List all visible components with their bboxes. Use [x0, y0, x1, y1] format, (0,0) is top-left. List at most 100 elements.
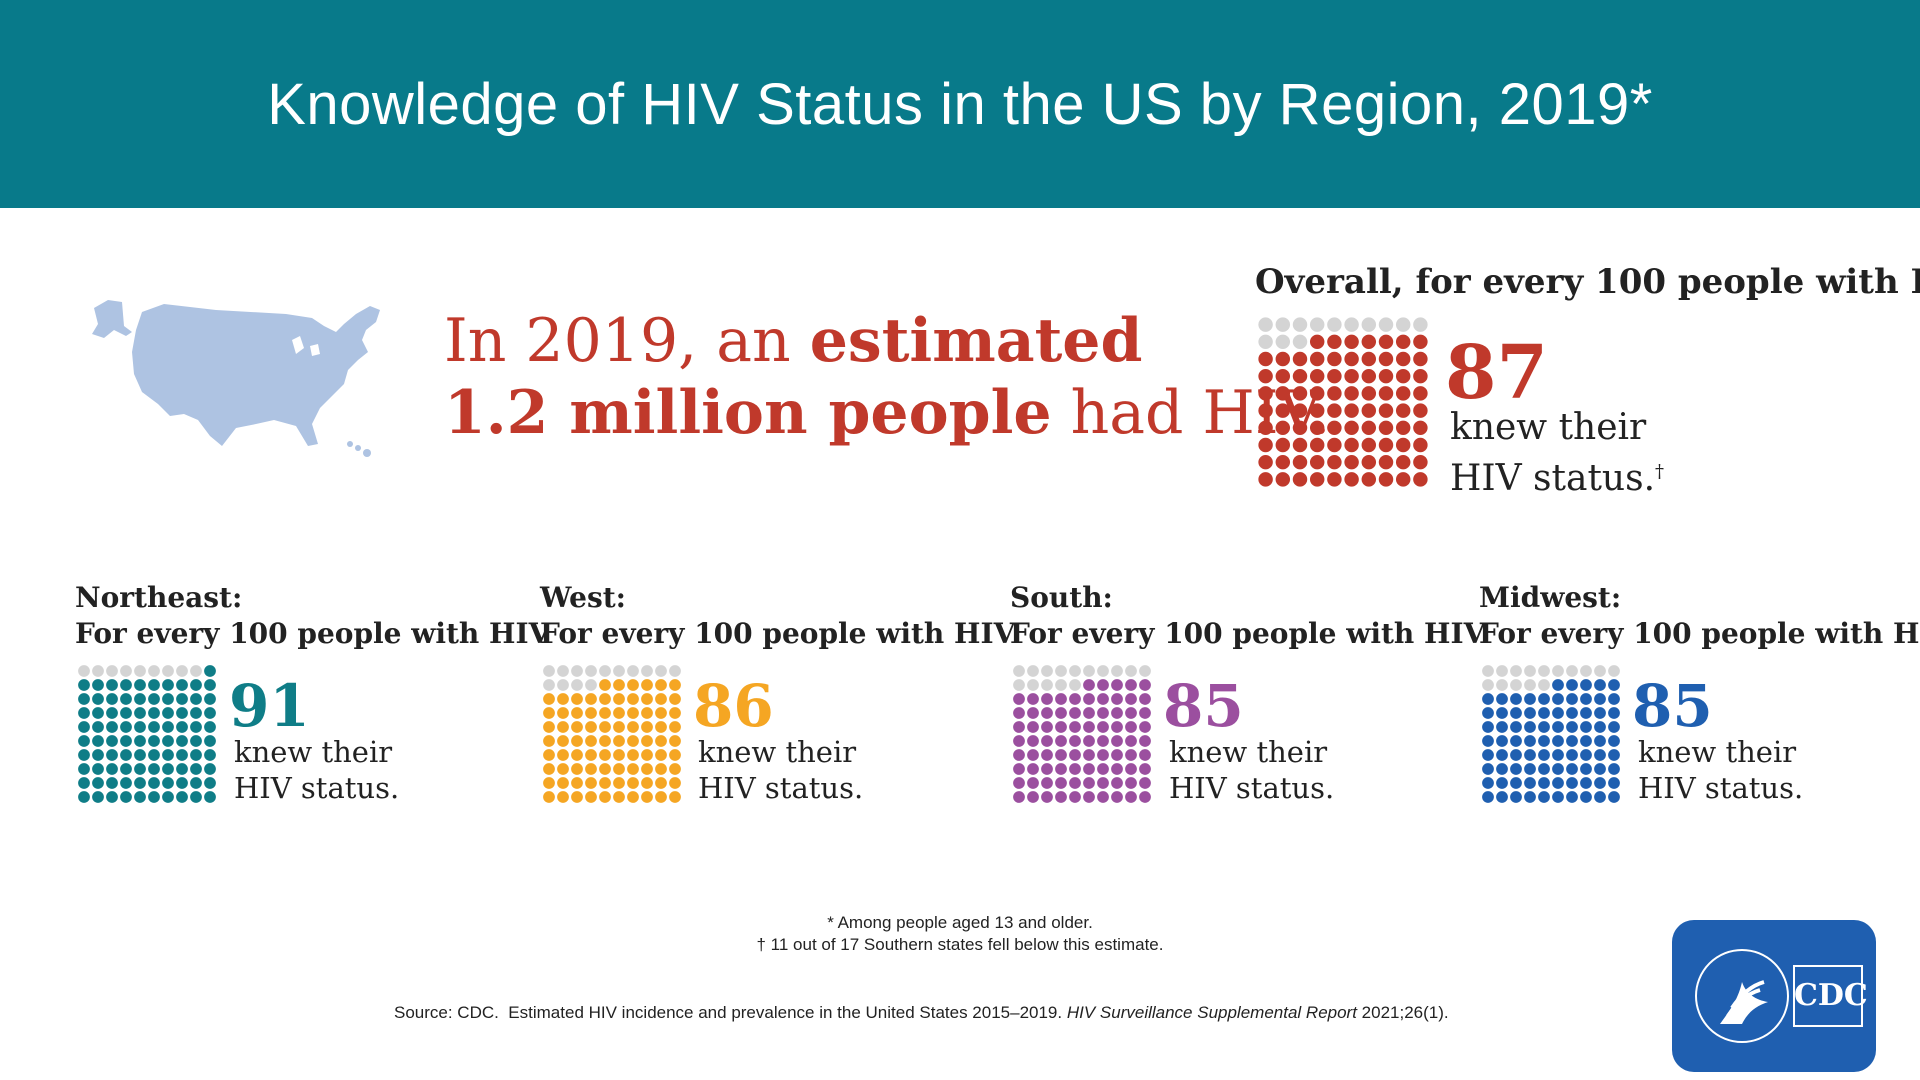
region-south-waffle-dot-filled — [1041, 791, 1053, 803]
region-south-waffle-dot-filled — [1097, 679, 1109, 691]
region-south-waffle-dot-filled — [1125, 735, 1137, 747]
overall-waffle-dot-filled — [1327, 454, 1342, 470]
region-south-waffle-dot-filled — [1013, 721, 1025, 733]
region-midwest-waffle-dot-filled — [1580, 777, 1592, 789]
region-south-waffle-dot-filled — [1083, 693, 1095, 705]
region-west-waffle-dot-filled — [669, 791, 681, 803]
region-midwest-knew-line-2: HIV status. — [1638, 771, 1804, 805]
region-west-waffle-dot-filled — [669, 693, 681, 705]
overall-waffle-dot-filled — [1413, 368, 1428, 384]
region-west-knew-text: knew their HIV status. — [698, 734, 863, 806]
overall-waffle-dot-filled — [1275, 403, 1291, 418]
region-west-waffle-dot-filled — [655, 763, 667, 775]
region-west-waffle-dot-filled — [543, 693, 555, 705]
region-midwest-waffle-dot-filled — [1566, 791, 1578, 803]
source-report-title: HIV Surveillance Supplemental Report — [1066, 1003, 1357, 1022]
region-northeast-waffle-dot-filled — [134, 679, 146, 691]
region-midwest-waffle-dot-filled — [1552, 777, 1564, 789]
overall-waffle-dot-filled — [1361, 420, 1377, 436]
region-south-waffle-dot-filled — [1083, 749, 1095, 761]
region-midwest-waffle-dot-filled — [1608, 679, 1620, 691]
region-northeast-waffle-dot-filled — [120, 721, 132, 733]
region-west-waffle-dot-filled — [669, 679, 681, 691]
region-south-waffle-dot-empty — [1125, 665, 1137, 677]
overall-waffle-dot-filled — [1275, 368, 1291, 384]
region-south-name: South: — [1010, 581, 1113, 614]
region-west-waffle-dot-filled — [585, 777, 597, 789]
region-northeast-waffle-dot-filled — [162, 791, 174, 803]
region-west-waffle-dot-filled — [557, 707, 569, 719]
region-west-waffle-dot-filled — [627, 749, 639, 761]
region-south-waffle-dot-filled — [1097, 777, 1109, 789]
region-west-waffle-dot-filled — [585, 707, 597, 719]
overall-value: 87 — [1445, 330, 1548, 416]
overall-waffle-dot-filled — [1309, 437, 1325, 453]
region-west-knew-line-1: knew their — [698, 735, 857, 769]
region-northeast-waffle-dot-filled — [92, 679, 104, 691]
hhs-seal-icon — [1695, 949, 1863, 1043]
overall-waffle-dot-filled — [1395, 386, 1411, 401]
region-northeast-waffle-dot-empty — [134, 665, 146, 677]
region-northeast-waffle-dot-filled — [106, 777, 118, 789]
region-northeast-waffle-dot-empty — [148, 665, 160, 677]
region-west-waffle-dot-filled — [557, 721, 569, 733]
footnote-age: * Among people aged 13 and older. — [827, 913, 1093, 932]
region-northeast-waffle-dot-filled — [106, 693, 118, 705]
region-south-waffle-dot-filled — [1125, 721, 1137, 733]
region-northeast-waffle-dot-filled — [92, 707, 104, 719]
overall-dagger: † — [1655, 461, 1665, 482]
overall-waffle-dot-filled — [1395, 403, 1411, 418]
region-midwest-waffle-dot-empty — [1524, 665, 1536, 677]
region-west-waffle-dot-filled — [557, 777, 569, 789]
region-northeast-waffle-dot-filled — [190, 735, 202, 747]
region-midwest-waffle-dot-filled — [1510, 763, 1522, 775]
region-midwest-waffle-dot-filled — [1496, 749, 1508, 761]
overall-waffle-dot-filled — [1413, 403, 1428, 418]
region-south-waffle-dot-filled — [1111, 791, 1123, 803]
region-west-waffle-dot-filled — [613, 763, 625, 775]
region-midwest-waffle-dot-filled — [1566, 707, 1578, 719]
region-northeast-waffle-dot-filled — [190, 763, 202, 775]
overall-knew-line-1: knew their — [1450, 407, 1647, 448]
overall-waffle-dot-filled — [1309, 420, 1325, 436]
region-south-waffle-dot-filled — [1069, 763, 1081, 775]
region-south-waffle-dot-filled — [1055, 791, 1067, 803]
region-midwest-waffle-dot-filled — [1538, 777, 1550, 789]
region-northeast-waffle-dot-filled — [204, 721, 216, 733]
region-west-waffle-dot-empty — [641, 665, 653, 677]
region-south-waffle-dot-filled — [1097, 707, 1109, 719]
region-northeast-waffle-dot-filled — [162, 693, 174, 705]
region-south-knew-line-1: knew their — [1169, 735, 1328, 769]
region-northeast-value: 91 — [229, 672, 310, 740]
overall-label: Overall, for every 100 people with HIV — [1255, 262, 1920, 302]
region-south-waffle-dot-filled — [1125, 749, 1137, 761]
region-midwest-waffle-dot-filled — [1566, 721, 1578, 733]
region-midwest-waffle-dot-filled — [1538, 735, 1550, 747]
region-midwest-waffle-dot-filled — [1580, 749, 1592, 761]
region-south-waffle-dot-filled — [1083, 707, 1095, 719]
region-midwest-waffle-dot-filled — [1524, 721, 1536, 733]
region-northeast-waffle-dot-filled — [134, 707, 146, 719]
region-south-waffle-dot-filled — [1055, 721, 1067, 733]
region-south-waffle-dot-filled — [1083, 777, 1095, 789]
overall-waffle-dot-filled — [1309, 334, 1325, 350]
region-west-waffle-dot-filled — [655, 735, 667, 747]
overall-waffle-dot-filled — [1275, 420, 1291, 436]
overall-waffle-dot-filled — [1378, 420, 1394, 436]
region-northeast-waffle-dot-filled — [176, 721, 188, 733]
region-west-title: West: For every 100 people with HIV — [540, 580, 1015, 652]
region-midwest-waffle-dot-filled — [1580, 693, 1592, 705]
region-south-waffle-dot-filled — [1139, 791, 1151, 803]
region-midwest-waffle-dot-filled — [1594, 679, 1606, 691]
region-west-waffle-dot-filled — [655, 721, 667, 733]
region-northeast-waffle-dot-filled — [78, 721, 90, 733]
region-west-waffle-dot-empty — [655, 665, 667, 677]
overall-waffle-dot-filled — [1413, 472, 1428, 487]
region-west-waffle-dot-filled — [627, 777, 639, 789]
overall-waffle-dot-filled — [1327, 334, 1342, 350]
region-west-subtitle: For every 100 people with HIV — [540, 617, 1016, 650]
region-midwest-name: Midwest: — [1479, 581, 1622, 614]
region-midwest-waffle-dot-filled — [1510, 749, 1522, 761]
overall-waffle-dot-empty — [1344, 317, 1359, 332]
region-south-waffle-dot-filled — [1013, 749, 1025, 761]
